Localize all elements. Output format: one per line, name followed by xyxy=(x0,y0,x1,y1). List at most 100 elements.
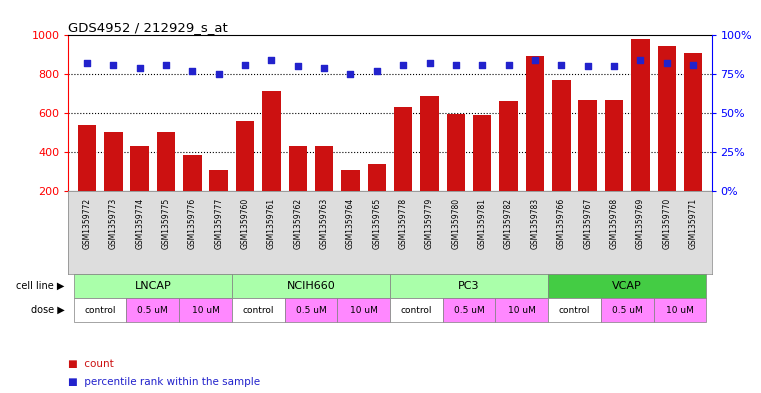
Bar xyxy=(104,132,123,191)
Bar xyxy=(179,298,232,322)
Point xyxy=(450,62,462,68)
Text: GSM1359760: GSM1359760 xyxy=(240,198,250,249)
Bar xyxy=(341,171,360,191)
Bar xyxy=(236,121,254,191)
Bar xyxy=(74,274,232,298)
Point xyxy=(212,71,224,77)
Bar xyxy=(394,107,412,191)
Point xyxy=(186,68,199,74)
Text: cell line ▶: cell line ▶ xyxy=(16,281,65,291)
Text: 0.5 uM: 0.5 uM xyxy=(295,306,326,315)
Bar xyxy=(548,274,706,298)
Point xyxy=(502,62,514,68)
Text: GSM1359780: GSM1359780 xyxy=(451,198,460,249)
Bar xyxy=(232,298,285,322)
Point xyxy=(371,68,383,74)
Bar xyxy=(601,298,654,322)
Text: control: control xyxy=(243,306,274,315)
Bar xyxy=(552,80,571,191)
Point xyxy=(318,65,330,71)
Text: GSM1359774: GSM1359774 xyxy=(135,198,144,249)
Bar xyxy=(74,298,126,322)
Text: dose ▶: dose ▶ xyxy=(31,305,65,315)
Bar xyxy=(337,298,390,322)
Bar xyxy=(654,298,706,322)
Point xyxy=(556,62,568,68)
Bar xyxy=(684,53,702,191)
Bar xyxy=(130,146,149,191)
Point xyxy=(134,65,146,71)
Text: GSM1359779: GSM1359779 xyxy=(425,198,434,249)
Text: GSM1359761: GSM1359761 xyxy=(267,198,276,249)
Point xyxy=(345,71,357,77)
Text: 10 uM: 10 uM xyxy=(350,306,377,315)
Text: ■  percentile rank within the sample: ■ percentile rank within the sample xyxy=(68,377,260,387)
Text: GSM1359770: GSM1359770 xyxy=(662,198,671,249)
Bar xyxy=(390,274,548,298)
Text: 10 uM: 10 uM xyxy=(192,306,219,315)
Text: 0.5 uM: 0.5 uM xyxy=(454,306,485,315)
Text: PC3: PC3 xyxy=(458,281,480,291)
Text: control: control xyxy=(84,306,116,315)
Text: GSM1359765: GSM1359765 xyxy=(372,198,381,249)
Text: GSM1359768: GSM1359768 xyxy=(610,198,619,249)
Bar xyxy=(183,155,202,191)
Bar xyxy=(126,298,179,322)
Bar xyxy=(315,146,333,191)
Text: control: control xyxy=(559,306,591,315)
Text: GSM1359778: GSM1359778 xyxy=(399,198,408,249)
Text: GSM1359782: GSM1359782 xyxy=(504,198,513,248)
Point xyxy=(81,60,93,66)
Text: GSM1359781: GSM1359781 xyxy=(478,198,487,248)
Text: ■  count: ■ count xyxy=(68,360,114,369)
Text: GSM1359767: GSM1359767 xyxy=(583,198,592,249)
Point xyxy=(397,62,409,68)
Point xyxy=(687,62,699,68)
Bar xyxy=(526,56,544,191)
Bar xyxy=(390,298,443,322)
Bar xyxy=(209,171,228,191)
Point xyxy=(476,62,489,68)
Point xyxy=(608,63,620,70)
Bar xyxy=(263,91,281,191)
Bar xyxy=(605,99,623,191)
Bar xyxy=(285,298,337,322)
Point xyxy=(291,63,304,70)
Bar xyxy=(447,114,465,191)
Text: GSM1359771: GSM1359771 xyxy=(689,198,698,249)
Text: LNCAP: LNCAP xyxy=(135,281,171,291)
Text: GSM1359766: GSM1359766 xyxy=(557,198,566,249)
Bar xyxy=(548,298,601,322)
Bar xyxy=(78,125,96,191)
Bar xyxy=(368,164,386,191)
Bar xyxy=(420,95,439,191)
Text: GSM1359773: GSM1359773 xyxy=(109,198,118,249)
Point xyxy=(239,62,251,68)
Point xyxy=(581,63,594,70)
Point xyxy=(634,57,646,63)
Text: 10 uM: 10 uM xyxy=(666,306,694,315)
Text: 0.5 uM: 0.5 uM xyxy=(138,306,168,315)
Bar xyxy=(473,115,492,191)
Point xyxy=(266,57,278,63)
Text: GSM1359762: GSM1359762 xyxy=(293,198,302,249)
Bar xyxy=(578,99,597,191)
Text: GSM1359772: GSM1359772 xyxy=(82,198,91,249)
Bar xyxy=(658,46,676,191)
Point xyxy=(529,57,541,63)
Point xyxy=(661,60,673,66)
Bar xyxy=(499,101,517,191)
Text: GSM1359763: GSM1359763 xyxy=(320,198,329,249)
Bar xyxy=(232,274,390,298)
Text: GSM1359769: GSM1359769 xyxy=(636,198,645,249)
Text: GSM1359776: GSM1359776 xyxy=(188,198,197,249)
Text: 0.5 uM: 0.5 uM xyxy=(612,306,642,315)
Bar xyxy=(495,298,548,322)
Text: GDS4952 / 212929_s_at: GDS4952 / 212929_s_at xyxy=(68,21,228,34)
Text: GSM1359777: GSM1359777 xyxy=(214,198,223,249)
Point xyxy=(160,62,172,68)
Text: GSM1359783: GSM1359783 xyxy=(530,198,540,249)
Bar xyxy=(443,298,495,322)
Point xyxy=(107,62,119,68)
Text: VCAP: VCAP xyxy=(613,281,642,291)
